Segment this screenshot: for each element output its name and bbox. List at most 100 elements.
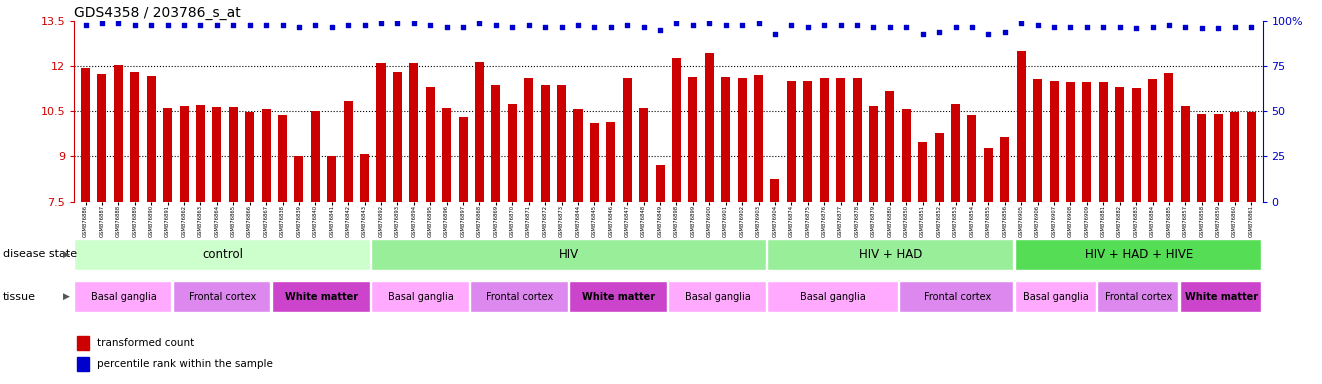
Point: [863, 23, 884, 30]
Text: tissue: tissue: [3, 291, 36, 302]
Text: Frontal cortex: Frontal cortex: [486, 291, 554, 302]
Point: [551, 23, 572, 30]
Text: transformed count: transformed count: [97, 338, 194, 348]
Bar: [492, 85, 501, 202]
Bar: [935, 133, 944, 202]
Bar: [1214, 114, 1223, 202]
Bar: [623, 78, 632, 202]
Point: [1010, 20, 1031, 26]
Bar: [669, 281, 765, 312]
Bar: [787, 81, 796, 202]
Point: [961, 23, 982, 30]
Bar: [767, 239, 1013, 270]
Point: [502, 23, 524, 30]
Text: disease state: disease state: [3, 249, 77, 260]
Point: [140, 22, 161, 28]
Point: [124, 22, 145, 28]
Bar: [1229, 112, 1239, 202]
Point: [75, 22, 97, 28]
Bar: [245, 112, 254, 202]
Bar: [163, 108, 172, 202]
Point: [534, 23, 555, 30]
Text: GDS4358 / 203786_s_at: GDS4358 / 203786_s_at: [74, 6, 241, 20]
Bar: [1247, 112, 1256, 202]
Point: [731, 22, 752, 28]
Point: [896, 23, 917, 30]
Point: [485, 22, 506, 28]
Bar: [1165, 73, 1174, 202]
Bar: [344, 101, 353, 202]
Bar: [853, 78, 862, 202]
Text: HIV + HAD: HIV + HAD: [859, 248, 923, 261]
Text: Frontal cortex: Frontal cortex: [924, 291, 990, 302]
Point: [666, 20, 687, 26]
Point: [781, 22, 802, 28]
Point: [370, 20, 391, 26]
Text: Basal ganglia: Basal ganglia: [685, 291, 751, 302]
Bar: [722, 77, 730, 202]
Bar: [754, 74, 763, 202]
Point: [699, 20, 720, 26]
Bar: [1001, 137, 1009, 202]
Bar: [1099, 82, 1108, 202]
Bar: [804, 81, 812, 202]
Bar: [371, 281, 468, 312]
Bar: [1181, 281, 1261, 312]
Point: [616, 22, 637, 28]
Point: [518, 22, 539, 28]
Text: Basal ganglia: Basal ganglia: [1023, 291, 1089, 302]
Point: [682, 22, 703, 28]
Point: [1175, 23, 1196, 30]
Bar: [475, 62, 484, 202]
Bar: [81, 68, 90, 202]
Point: [748, 20, 769, 26]
Bar: [1083, 82, 1092, 202]
Point: [157, 22, 178, 28]
Text: Frontal cortex: Frontal cortex: [1105, 291, 1173, 302]
Bar: [147, 76, 156, 202]
Bar: [705, 53, 714, 202]
Point: [222, 22, 243, 28]
Bar: [377, 63, 386, 202]
Bar: [689, 77, 698, 202]
Point: [272, 22, 293, 28]
Point: [288, 23, 309, 30]
Point: [1109, 23, 1130, 30]
Point: [945, 23, 966, 30]
Bar: [1198, 114, 1206, 202]
Point: [813, 22, 834, 28]
Bar: [278, 115, 287, 202]
Point: [108, 20, 130, 26]
Point: [1191, 25, 1212, 31]
Text: White matter: White matter: [582, 291, 656, 302]
Point: [1093, 23, 1114, 30]
Bar: [570, 281, 666, 312]
Bar: [196, 105, 205, 202]
Point: [1240, 23, 1261, 30]
Bar: [311, 111, 320, 202]
Point: [1224, 23, 1245, 30]
Bar: [951, 104, 960, 202]
Bar: [213, 107, 221, 202]
Text: Basal ganglia: Basal ganglia: [800, 291, 866, 302]
Point: [567, 22, 588, 28]
Bar: [74, 281, 172, 312]
Bar: [767, 281, 898, 312]
Bar: [295, 156, 304, 202]
Point: [403, 20, 424, 26]
Bar: [771, 179, 780, 202]
Point: [173, 22, 194, 28]
Bar: [968, 115, 977, 202]
Bar: [442, 108, 451, 202]
Text: ▶: ▶: [62, 250, 70, 259]
Point: [600, 23, 621, 30]
Bar: [272, 281, 370, 312]
Point: [469, 20, 490, 26]
Point: [1043, 23, 1064, 30]
Bar: [98, 74, 107, 202]
Text: White matter: White matter: [1185, 291, 1257, 302]
Bar: [590, 123, 599, 202]
Point: [436, 23, 457, 30]
Bar: [574, 109, 583, 202]
Bar: [1017, 51, 1026, 202]
